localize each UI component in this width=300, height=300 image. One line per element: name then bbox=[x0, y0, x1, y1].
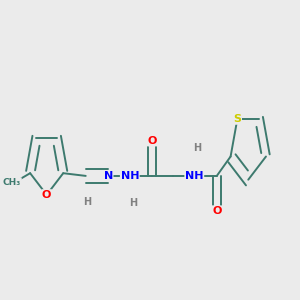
Text: O: O bbox=[148, 136, 157, 146]
Text: H: H bbox=[193, 143, 201, 153]
Text: NH: NH bbox=[185, 171, 203, 181]
Text: NH: NH bbox=[121, 171, 139, 181]
Text: H: H bbox=[83, 197, 91, 207]
Text: O: O bbox=[212, 206, 221, 216]
Text: H: H bbox=[129, 198, 137, 208]
Text: N: N bbox=[103, 171, 113, 181]
Text: O: O bbox=[42, 190, 51, 200]
Text: CH₃: CH₃ bbox=[3, 178, 21, 187]
Text: S: S bbox=[233, 114, 241, 124]
